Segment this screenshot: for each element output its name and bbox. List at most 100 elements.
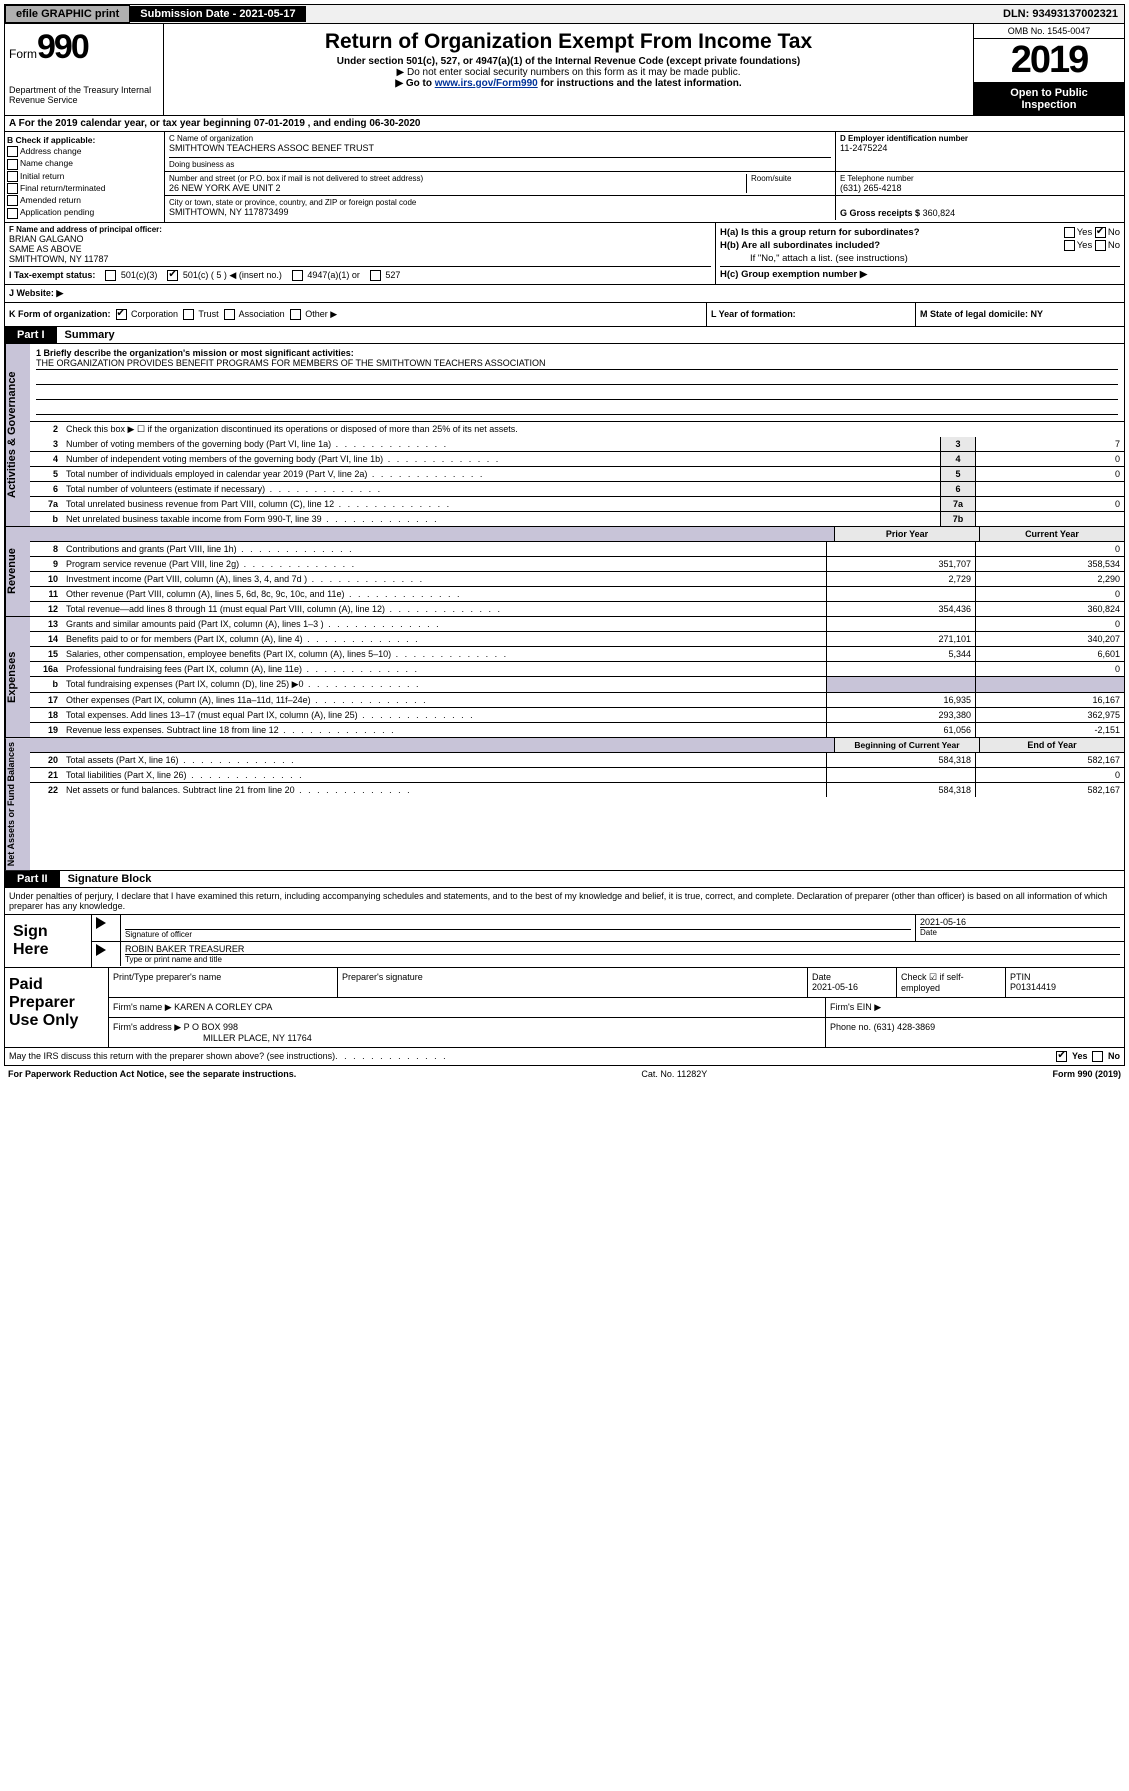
check-501c3[interactable] <box>105 270 116 281</box>
open-public: Open to PublicInspection <box>974 83 1124 115</box>
part1-tab: Part I <box>5 327 57 343</box>
form-header: Form990 Department of the Treasury Inter… <box>4 24 1125 116</box>
line-13: 13Grants and similar amounts paid (Part … <box>30 617 1124 632</box>
line-4: 4Number of independent voting members of… <box>30 452 1124 467</box>
check-527[interactable] <box>370 270 381 281</box>
na-col-hdr: Beginning of Current Year End of Year <box>30 738 1124 753</box>
section-expenses: Expenses 13Grants and similar amounts pa… <box>4 617 1125 738</box>
dba-label: Doing business as <box>169 157 831 169</box>
prep-name-hdr: Print/Type preparer's name <box>109 968 338 997</box>
ha-no[interactable] <box>1095 227 1106 238</box>
city-label: City or town, state or province, country… <box>169 198 831 207</box>
ptin-value: P01314419 <box>1010 982 1056 992</box>
bottom-footer: For Paperwork Reduction Act Notice, see … <box>4 1066 1125 1082</box>
line-12: 12Total revenue—add lines 8 through 11 (… <box>30 602 1124 616</box>
row-klm: K Form of organization: Corporation Trus… <box>4 303 1125 327</box>
check-trust[interactable] <box>183 309 194 320</box>
cat-no: Cat. No. 11282Y <box>296 1069 1052 1079</box>
firm-phone-label: Phone no. <box>830 1022 871 1032</box>
firm-addr2: MILLER PLACE, NY 11764 <box>113 1033 312 1043</box>
hdr-end-year: End of Year <box>979 738 1124 752</box>
hb-yes[interactable] <box>1064 240 1075 251</box>
line-10: 10Investment income (Part VIII, column (… <box>30 572 1124 587</box>
check-assoc[interactable] <box>224 309 235 320</box>
submission-date: Submission Date - 2021-05-17 <box>130 6 305 22</box>
discuss-no[interactable] <box>1092 1051 1103 1062</box>
officer-addr1: SAME AS ABOVE <box>9 244 711 254</box>
hdr-prior-year: Prior Year <box>834 527 979 541</box>
gross-value: 360,824 <box>923 208 956 218</box>
subtitle-3: ▶ Go to www.irs.gov/Form990 for instruct… <box>168 78 969 89</box>
sig-date: 2021-05-16 <box>920 917 1120 928</box>
check-name-change[interactable] <box>7 159 18 170</box>
vtab-revenue: Revenue <box>5 527 30 616</box>
typed-name-label: Type or print name and title <box>125 955 1120 964</box>
form-title: Return of Organization Exempt From Incom… <box>168 30 969 54</box>
prep-sig-hdr: Preparer's signature <box>338 968 808 997</box>
subtitle-2: ▶ Do not enter social security numbers o… <box>168 67 969 78</box>
check-4947[interactable] <box>292 270 303 281</box>
line-16a: 16aProfessional fundraising fees (Part I… <box>30 662 1124 677</box>
ein-label: D Employer identification number <box>840 134 968 143</box>
check-address-change[interactable] <box>7 146 18 157</box>
form-org-label: K Form of organization: <box>9 309 111 319</box>
room-label: Room/suite <box>746 174 831 193</box>
check-final-return[interactable] <box>7 183 18 194</box>
sign-here-label: Sign Here <box>5 915 92 967</box>
part1-title: Summary <box>57 329 115 341</box>
part2-header: Part II Signature Block <box>4 871 1125 888</box>
irs-link[interactable]: www.irs.gov/Form990 <box>435 78 538 89</box>
rev-col-hdr: Prior Year Current Year <box>30 527 1124 542</box>
pra-notice: For Paperwork Reduction Act Notice, see … <box>8 1069 296 1079</box>
firm-name: KAREN A CORLEY CPA <box>174 1002 272 1012</box>
check-other[interactable] <box>290 309 301 320</box>
prep-date-hdr: Date <box>812 972 831 982</box>
check-application-pending[interactable] <box>7 208 18 219</box>
form-ref: Form 990 (2019) <box>1052 1069 1121 1079</box>
part1-header: Part I Summary <box>4 327 1125 344</box>
paid-preparer-label: Paid Preparer Use Only <box>5 968 109 1047</box>
org-name: SMITHTOWN TEACHERS ASSOC BENEF TRUST <box>169 143 831 153</box>
line-9: 9Program service revenue (Part VIII, lin… <box>30 557 1124 572</box>
section-bcde: B Check if applicable: Address change Na… <box>4 132 1125 223</box>
hdr-current-year: Current Year <box>979 527 1124 541</box>
hb-no[interactable] <box>1095 240 1106 251</box>
officer-label: F Name and address of principal officer: <box>9 225 162 234</box>
discuss-question: May the IRS discuss this return with the… <box>9 1051 335 1062</box>
ha-yes[interactable] <box>1064 227 1075 238</box>
firm-addr-label: Firm's address ▶ <box>113 1022 181 1032</box>
org-name-label: C Name of organization <box>169 134 831 143</box>
dept-treasury: Department of the Treasury Internal Reve… <box>9 85 159 105</box>
check-amended[interactable] <box>7 195 18 206</box>
check-initial-return[interactable] <box>7 171 18 182</box>
line-21: 21Total liabilities (Part X, line 26)0 <box>30 768 1124 783</box>
tax-status-label: I Tax-exempt status: <box>9 270 95 280</box>
line-7a: 7aTotal unrelated business revenue from … <box>30 497 1124 512</box>
section-fh: F Name and address of principal officer:… <box>4 223 1125 285</box>
check-501c[interactable] <box>167 270 178 281</box>
discuss-yes[interactable] <box>1056 1051 1067 1062</box>
mission-text: THE ORGANIZATION PROVIDES BENEFIT PROGRA… <box>36 358 1118 370</box>
officer-addr2: SMITHTOWN, NY 11787 <box>9 254 711 267</box>
part2-tab: Part II <box>5 871 60 887</box>
officer-typed-name: ROBIN BAKER TREASURER <box>125 944 1120 955</box>
part2-title: Signature Block <box>60 873 152 885</box>
line-5: 5Total number of individuals employed in… <box>30 467 1124 482</box>
hdr-begin-year: Beginning of Current Year <box>834 738 979 752</box>
section-revenue: Revenue Prior Year Current Year 8Contrib… <box>4 527 1125 617</box>
efile-print-button[interactable]: efile GRAPHIC print <box>5 5 130 23</box>
line-b: bNet unrelated business taxable income f… <box>30 512 1124 526</box>
paid-preparer-block: Paid Preparer Use Only Print/Type prepar… <box>4 968 1125 1048</box>
line-19: 19Revenue less expenses. Subtract line 1… <box>30 723 1124 737</box>
state-domicile: M State of legal domicile: NY <box>920 309 1043 319</box>
row-a-period: A For the 2019 calendar year, or tax yea… <box>4 116 1125 132</box>
phone-label: E Telephone number <box>840 174 1120 183</box>
hb-note: If "No," attach a list. (see instruction… <box>720 253 1120 264</box>
perjury-declaration: Under penalties of perjury, I declare th… <box>5 888 1124 914</box>
vtab-activities: Activities & Governance <box>5 344 30 526</box>
hb-label: H(b) Are all subordinates included? <box>720 240 880 251</box>
arrow-icon-2 <box>96 944 106 956</box>
line-11: 11Other revenue (Part VIII, column (A), … <box>30 587 1124 602</box>
prep-selfemp: Check ☑ if self-employed <box>897 968 1006 997</box>
check-corp[interactable] <box>116 309 127 320</box>
